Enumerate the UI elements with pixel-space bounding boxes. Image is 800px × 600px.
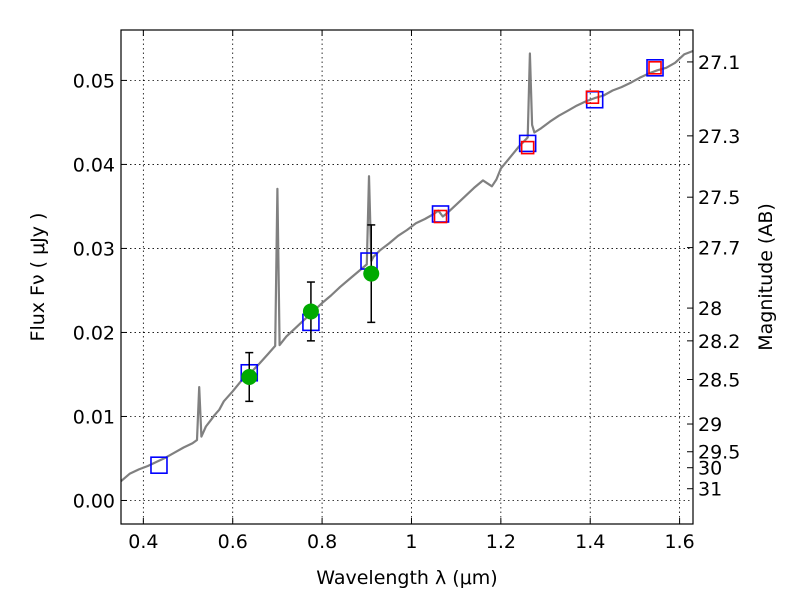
model-square-marker bbox=[518, 134, 537, 153]
observed-square-marker bbox=[585, 90, 600, 105]
right-axis-title: Magnitude (AB) bbox=[755, 203, 777, 351]
observed-square-marker bbox=[433, 209, 448, 224]
detection-marker bbox=[241, 368, 258, 385]
y-tick-label: 0.01 bbox=[73, 406, 115, 428]
right-tick-label: 31 bbox=[698, 479, 722, 501]
detection-marker bbox=[363, 265, 380, 282]
x-tick-label: 1.6 bbox=[664, 531, 694, 553]
right-tick-label: 28.5 bbox=[698, 369, 740, 391]
right-tick-label: 27.3 bbox=[698, 126, 740, 148]
x-axis-title: Wavelength λ (μm) bbox=[316, 567, 497, 589]
y-tick-label: 0.04 bbox=[73, 154, 115, 176]
x-tick-label: 1 bbox=[405, 531, 417, 553]
data-layer bbox=[120, 49, 694, 483]
observed-square-marker bbox=[648, 61, 662, 75]
x-tick-label: 0.6 bbox=[218, 531, 248, 553]
right-tick-label: 27.5 bbox=[698, 187, 740, 209]
y-axis-title: Flux Fν ( μJy ) bbox=[27, 213, 49, 342]
right-tick-label: 27.1 bbox=[698, 52, 740, 74]
y-tick-label: 0.02 bbox=[73, 322, 115, 344]
tick-layer: 0.4 0.6 0.8 1 1.2 1.4 1.6 0.00 0.01 0.02 0.03 0.04 0… bbox=[73, 30, 740, 553]
model-square-marker bbox=[646, 59, 664, 77]
right-tick-label: 29.5 bbox=[698, 442, 740, 464]
grid bbox=[121, 30, 693, 524]
right-tick-label: 28.2 bbox=[698, 331, 740, 353]
right-tick-label: 29 bbox=[698, 414, 722, 436]
x-tick-label: 0.4 bbox=[128, 531, 158, 553]
detection-marker bbox=[302, 303, 319, 320]
right-tick-label: 28 bbox=[698, 298, 722, 320]
x-tick-label: 1.2 bbox=[486, 531, 516, 553]
observed-square-marker bbox=[520, 140, 535, 155]
plot-frame bbox=[120, 29, 694, 525]
y-tick-label: 0.00 bbox=[73, 490, 115, 512]
y-tick-label: 0.03 bbox=[73, 238, 115, 260]
x-tick-label: 0.8 bbox=[307, 531, 337, 553]
x-tick-label: 1.4 bbox=[575, 531, 605, 553]
right-tick-label: 27.7 bbox=[698, 238, 740, 260]
right-tick-label: 30 bbox=[698, 458, 722, 480]
spectrum-line bbox=[120, 49, 694, 483]
y-tick-label: 0.05 bbox=[73, 70, 115, 92]
model-square-marker bbox=[150, 456, 168, 474]
